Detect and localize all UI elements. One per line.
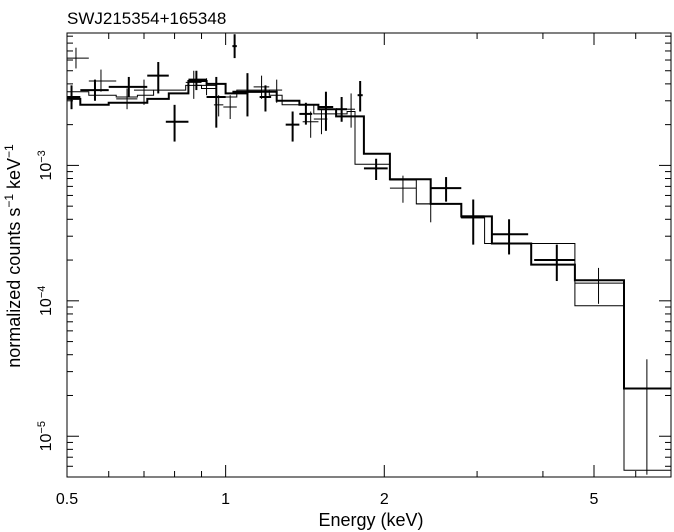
data-point — [623, 359, 671, 475]
x-tick-label: 1 — [221, 491, 230, 508]
y-axis-label-mid: keV — [4, 158, 24, 194]
data-point — [302, 111, 319, 138]
data-point — [67, 85, 81, 110]
y-axis-ticks: 10−5 10−4 10−3 — [36, 35, 671, 467]
x-axis-label: Energy (keV) — [318, 510, 423, 530]
plot-frame — [66, 32, 672, 478]
data-point — [88, 69, 117, 92]
x-tick-label: 2 — [380, 491, 389, 508]
data-point — [232, 73, 262, 117]
data-point — [253, 75, 270, 99]
data-point — [336, 96, 348, 122]
data-point — [269, 79, 283, 103]
x-tick-label: 5 — [590, 491, 599, 508]
data-point — [213, 95, 224, 117]
data-point — [574, 267, 624, 304]
data-point — [534, 244, 575, 282]
model-step-line-1 — [67, 80, 671, 390]
data-point — [188, 70, 207, 91]
x-axis-ticks: 0.5 1 2 5 — [56, 33, 672, 508]
data-point — [347, 93, 356, 128]
data-point — [67, 47, 89, 69]
data-point — [363, 158, 388, 181]
y-axis-label-sup2: −1 — [2, 144, 16, 158]
data-point — [313, 109, 328, 135]
data-point — [285, 111, 300, 142]
data-point — [357, 81, 363, 112]
data-point — [232, 34, 237, 59]
model-curves — [67, 80, 671, 471]
data-point — [147, 62, 169, 94]
model-step-line-2 — [67, 84, 671, 471]
data-point — [196, 78, 217, 96]
data-point — [165, 104, 189, 142]
data-point — [389, 175, 417, 203]
y-tick-label: 10−4 — [36, 286, 55, 316]
data-points — [67, 34, 671, 475]
y-tick-label: 10−5 — [36, 421, 55, 451]
chart-title: SWJ215354+165348 — [67, 9, 226, 28]
data-point — [223, 95, 237, 120]
data-point — [80, 79, 109, 101]
x-tick-label: 0.5 — [56, 491, 78, 508]
data-point — [299, 102, 313, 125]
data-point — [133, 79, 154, 105]
data-point — [318, 91, 334, 131]
y-tick-label: 10−3 — [36, 150, 55, 180]
data-point — [185, 70, 202, 99]
data-point — [430, 177, 462, 202]
data-point — [491, 219, 529, 255]
data-point — [416, 188, 445, 223]
data-point — [116, 88, 138, 110]
data-point — [108, 76, 148, 97]
data-point — [461, 206, 485, 231]
y-axis-label: normalized counts s−1 keV−1 — [2, 144, 24, 368]
y-axis-label-main: normalized counts s — [4, 208, 24, 368]
y-axis-label-sup1: −1 — [2, 194, 16, 208]
